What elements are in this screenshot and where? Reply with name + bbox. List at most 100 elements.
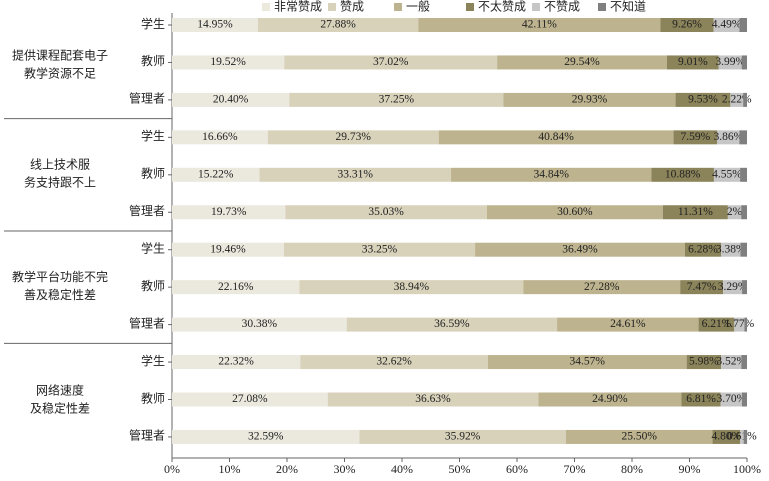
value-label: 38.94% bbox=[394, 281, 430, 293]
value-label: 30.60% bbox=[557, 206, 593, 218]
row-label: 学生 bbox=[141, 353, 165, 368]
bar-segment bbox=[730, 92, 744, 107]
value-label: 27.88% bbox=[320, 19, 356, 31]
row-label: 管理者 bbox=[129, 315, 165, 330]
row-label: 管理者 bbox=[129, 91, 165, 106]
value-label: 36.63% bbox=[415, 393, 451, 405]
bar-segment bbox=[486, 205, 663, 220]
value-label: 40.84% bbox=[538, 131, 574, 143]
bar-segment bbox=[741, 392, 747, 407]
value-label: 34.57% bbox=[570, 356, 606, 368]
bar-segment bbox=[739, 130, 747, 145]
bar-segment bbox=[713, 18, 740, 32]
value-label: 42.11% bbox=[522, 19, 557, 31]
bar-segment bbox=[284, 55, 498, 70]
bar-segment bbox=[741, 205, 747, 220]
bar-segment bbox=[172, 167, 260, 182]
bar-segment bbox=[660, 18, 714, 32]
bar-segment bbox=[557, 317, 699, 332]
bar-segment bbox=[359, 429, 566, 444]
value-label: 34.84% bbox=[533, 168, 569, 180]
bar-segment bbox=[739, 18, 747, 32]
bar-segment bbox=[523, 280, 681, 295]
bar-segment bbox=[741, 55, 747, 70]
value-label: 37.02% bbox=[373, 56, 409, 68]
bar-segment bbox=[713, 167, 741, 182]
bar-segment bbox=[172, 317, 347, 332]
value-label: 33.25% bbox=[362, 243, 398, 255]
value-label: 22.32% bbox=[218, 356, 254, 368]
bar-segment bbox=[172, 92, 290, 107]
value-label: 6.28% bbox=[688, 243, 718, 255]
value-label: 15.22% bbox=[198, 168, 234, 180]
value-label: 7.47% bbox=[687, 281, 717, 293]
value-label: 35.03% bbox=[368, 206, 404, 218]
legend-swatch bbox=[598, 3, 606, 11]
group-label: 线上技术服 bbox=[30, 158, 90, 172]
value-label: 19.52% bbox=[210, 56, 246, 68]
x-tick-label: 90% bbox=[679, 462, 701, 476]
x-tick-label: 70% bbox=[564, 462, 586, 476]
value-label: 29.93% bbox=[572, 94, 608, 106]
row-label: 教师 bbox=[141, 278, 165, 293]
value-label: 22.16% bbox=[218, 281, 254, 293]
value-label: 30.38% bbox=[242, 318, 278, 330]
row-label: 教师 bbox=[141, 53, 165, 68]
bar-segment bbox=[300, 355, 488, 370]
row-label: 学生 bbox=[141, 240, 165, 255]
bar-segment bbox=[487, 355, 687, 370]
bar-segment bbox=[172, 242, 284, 257]
bar-segment bbox=[740, 167, 747, 182]
bar-segment bbox=[720, 392, 742, 407]
value-label: 3.99% bbox=[715, 56, 745, 68]
bar-segment bbox=[743, 92, 747, 107]
value-label: 33.31% bbox=[338, 168, 374, 180]
value-label: 25.50% bbox=[622, 431, 658, 443]
legend-swatch bbox=[328, 3, 336, 11]
group-label: 提供课程配套电子 bbox=[12, 48, 108, 63]
value-label: 35.92% bbox=[445, 431, 481, 443]
value-label: 27.08% bbox=[232, 393, 268, 405]
bar-segment bbox=[172, 429, 360, 444]
value-label: 29.54% bbox=[564, 56, 600, 68]
bar-segment bbox=[684, 242, 722, 257]
bar-segment bbox=[172, 355, 301, 370]
legend-swatch bbox=[394, 3, 402, 11]
bar-segment bbox=[734, 317, 745, 332]
x-tick-label: 10% bbox=[219, 462, 241, 476]
value-label: 5.98% bbox=[689, 356, 719, 368]
value-label: 9.01% bbox=[678, 56, 708, 68]
bar-segment bbox=[740, 242, 747, 257]
bar-segment bbox=[257, 18, 419, 32]
x-tick-label: 60% bbox=[506, 462, 528, 476]
value-label: 6.21% bbox=[702, 318, 732, 330]
bar-segment bbox=[727, 205, 742, 220]
group-label: 网络速度 bbox=[36, 382, 84, 397]
value-label: 19.46% bbox=[210, 243, 246, 255]
x-tick-label: 40% bbox=[391, 462, 413, 476]
legend-label: 赞成 bbox=[340, 0, 364, 13]
value-label: 7.59% bbox=[681, 131, 711, 143]
x-tick-label: 100% bbox=[733, 462, 761, 476]
legend-label: 不知道 bbox=[610, 0, 646, 13]
bar-segment bbox=[172, 280, 300, 295]
value-label: 24.61% bbox=[610, 318, 646, 330]
bar-segment bbox=[721, 355, 742, 370]
value-label: 1.77% bbox=[725, 318, 755, 330]
legend-swatch bbox=[532, 3, 540, 11]
bar-segment bbox=[673, 130, 718, 145]
value-label: 9.53% bbox=[688, 94, 718, 106]
group-label: 教学平台功能不完 bbox=[12, 269, 108, 284]
bar-segment bbox=[662, 205, 728, 220]
bar-segment bbox=[681, 392, 721, 407]
bar-segment bbox=[172, 205, 286, 220]
bar-segment bbox=[717, 130, 740, 145]
value-label: 14.95% bbox=[197, 19, 233, 31]
bar-segment bbox=[451, 167, 652, 182]
value-label: 3.38% bbox=[716, 243, 746, 255]
value-label: 2% bbox=[727, 206, 743, 218]
bar-segment bbox=[666, 55, 719, 70]
row-label: 管理者 bbox=[129, 203, 165, 218]
bar-segment bbox=[475, 242, 685, 257]
value-label: 36.49% bbox=[562, 243, 598, 255]
